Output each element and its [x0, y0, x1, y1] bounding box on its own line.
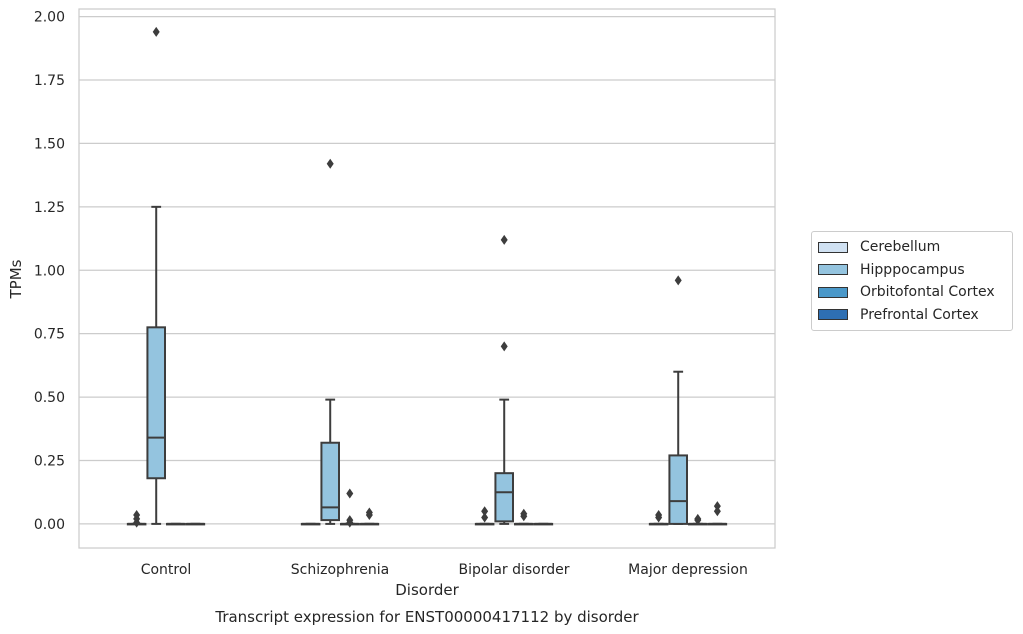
- box-iqr: [668, 454, 688, 525]
- box-group: [300, 522, 321, 526]
- legend-item: Orbitofontal Cortex: [812, 281, 1012, 304]
- y-tick-label: 1.75: [34, 73, 65, 89]
- legend-swatch: [818, 286, 848, 298]
- legend-swatch: [818, 241, 848, 253]
- outlier-point: [326, 158, 334, 169]
- legend-swatch: [818, 264, 848, 276]
- box-group: [494, 234, 514, 525]
- legend-label: Cerebellum: [860, 239, 941, 256]
- x-tick-label: Schizophrenia: [291, 562, 389, 578]
- outlier-point: [346, 517, 354, 528]
- outlier-point: [713, 506, 721, 517]
- y-tick-label: 0.00: [34, 517, 65, 533]
- legend-label: Hipppocampus: [860, 261, 965, 278]
- outlier-point: [152, 26, 160, 37]
- box-iqr: [320, 441, 340, 522]
- chart-title: Transcript expression for ENST0000041711…: [214, 608, 639, 626]
- x-tick-label: Major depression: [628, 562, 748, 578]
- y-tick-label: 0.50: [34, 390, 65, 406]
- box-group: [320, 158, 340, 525]
- x-axis-label: Disorder: [395, 581, 459, 599]
- box-group: [514, 508, 534, 526]
- x-tick-label: Bipolar disorder: [458, 562, 569, 578]
- outlier-point: [481, 512, 489, 523]
- legend-item: Cerebellum: [812, 236, 1012, 259]
- y-tick-label: 0.25: [34, 453, 65, 469]
- legend-label: Prefrontal Cortex: [860, 306, 979, 323]
- box-group: [533, 522, 554, 526]
- boxes: [126, 26, 728, 528]
- box-group: [166, 522, 186, 526]
- legend-swatch: [818, 309, 848, 321]
- outlier-point: [481, 506, 489, 517]
- x-tick-label: Control: [141, 562, 192, 578]
- box-group: [126, 510, 147, 528]
- box-group: [340, 488, 360, 528]
- box-group: [707, 501, 728, 526]
- outlier-point: [500, 234, 508, 245]
- outlier-point: [133, 517, 141, 528]
- box-group: [146, 26, 167, 525]
- box-group: [185, 522, 206, 526]
- outlier-point: [520, 511, 528, 522]
- legend-label: Orbitofontal Cortex: [860, 284, 995, 301]
- y-tick-labels: 0.00 0.25 0.50 0.75 1.00 1.25 1.50 1.75 2.00: [34, 10, 65, 533]
- box-iqr: [494, 472, 514, 523]
- plot-area-frame: [78, 8, 776, 549]
- y-tick-label: 1.00: [34, 263, 65, 279]
- outlier-point: [346, 488, 354, 499]
- box-iqr: [146, 326, 167, 480]
- legend-item: Prefrontal Cortex: [812, 304, 1012, 327]
- gridlines: [79, 15, 775, 525]
- y-tick-label: 1.50: [34, 136, 65, 152]
- outlier-point: [655, 512, 663, 523]
- y-axis-label: TPMs: [7, 259, 25, 299]
- legend: Cerebellum Hipppocampus Orbitofontal Corte…: [811, 231, 1013, 331]
- outlier-point: [694, 515, 702, 526]
- box-group: [688, 513, 708, 526]
- legend-item: Hipppocampus: [812, 259, 1012, 282]
- y-tick-label: 2.00: [34, 10, 65, 26]
- outlier-point: [500, 341, 508, 352]
- box-group: [648, 510, 669, 526]
- y-tick-label: 0.75: [34, 327, 65, 343]
- y-tick-label: 1.25: [34, 200, 65, 216]
- x-tick-labels: Control Schizophrenia Bipolar disorder Majo…: [141, 562, 748, 578]
- box-group: [474, 506, 495, 526]
- box-group: [668, 275, 688, 525]
- outlier-point: [674, 275, 682, 286]
- outlier-point: [365, 510, 373, 521]
- box-group: [359, 507, 380, 526]
- outlier-point: [713, 501, 721, 512]
